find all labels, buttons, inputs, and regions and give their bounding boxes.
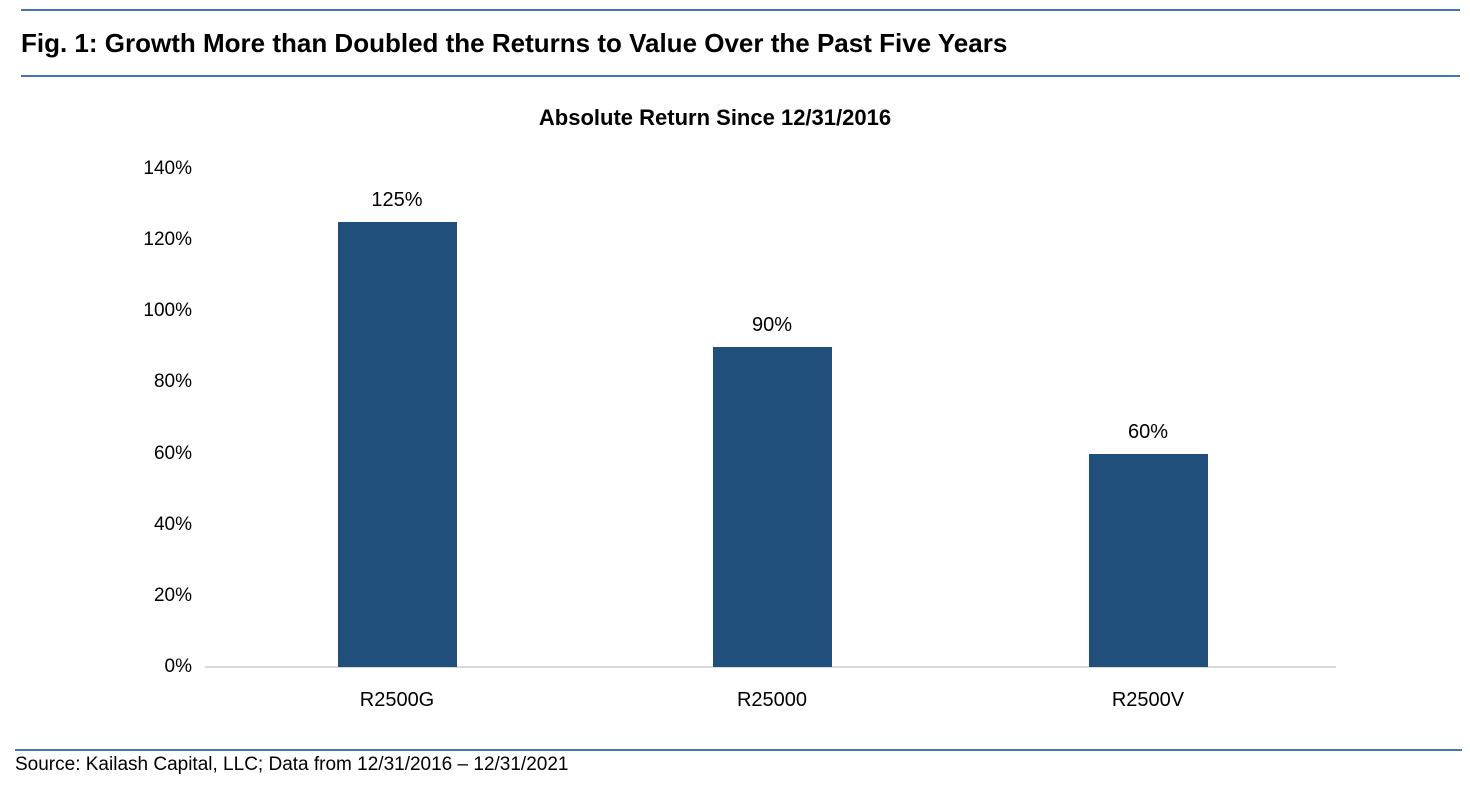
bar-value-label: 125% xyxy=(371,189,423,212)
chart-title: Absolute Return Since 12/31/2016 xyxy=(538,105,892,130)
y-axis-tick-label: 140% xyxy=(143,158,192,179)
bar xyxy=(712,346,832,667)
x-axis-category-label: R25000 xyxy=(736,689,808,711)
footer-line xyxy=(15,749,1462,751)
y-axis-tick-label: 40% xyxy=(153,513,192,535)
y-axis-tick-label: 0% xyxy=(164,656,192,677)
bar-value-label: 90% xyxy=(751,313,793,336)
y-axis-tick-label: 100% xyxy=(143,300,192,322)
top-border-line xyxy=(21,9,1460,11)
y-axis-tick-label: 80% xyxy=(153,371,192,393)
bar-value-label: 60% xyxy=(1127,420,1169,443)
x-axis-category-label: R2500V xyxy=(1111,689,1185,711)
bar xyxy=(1088,453,1208,667)
y-axis-tick-label: 120% xyxy=(143,229,192,251)
source-note: Source: Kailash Capital, LLC; Data from … xyxy=(15,754,569,775)
title-underline xyxy=(21,75,1460,77)
y-axis-tick-label: 60% xyxy=(153,442,192,464)
x-axis-line xyxy=(205,666,1336,668)
figure-title: Fig. 1: Growth More than Doubled the Ret… xyxy=(21,28,1008,58)
bar xyxy=(337,222,457,667)
x-axis-category-label: R2500G xyxy=(359,689,435,711)
y-axis-tick-label: 20% xyxy=(153,584,192,606)
